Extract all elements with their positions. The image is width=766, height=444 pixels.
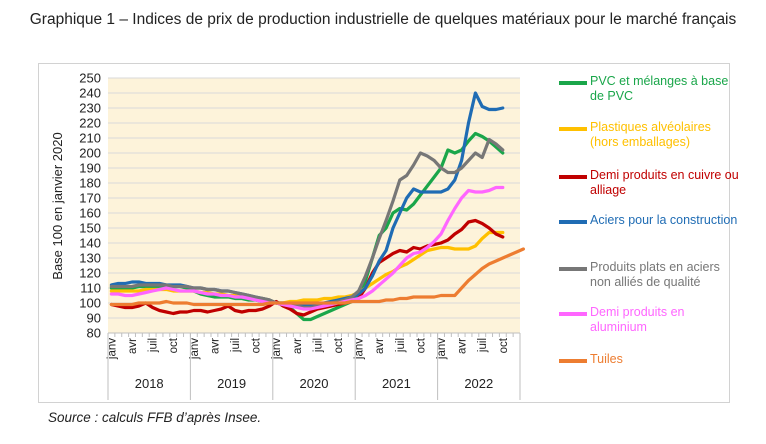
legend-label: Demi produits en aluminium bbox=[590, 305, 685, 334]
x-tick-label: janv bbox=[354, 338, 366, 360]
x-tick-label: oct bbox=[168, 337, 180, 353]
x-tick-label: juil bbox=[477, 338, 489, 353]
y-axis-ticks: 8090100110120130140150160170180190200210… bbox=[79, 71, 101, 341]
legend-swatch bbox=[559, 359, 587, 363]
x-tick-label: janv bbox=[436, 338, 448, 360]
y-tick-label: 120 bbox=[79, 266, 101, 281]
x-tick-label: janv bbox=[189, 338, 201, 360]
legend-swatch bbox=[559, 127, 587, 131]
x-tick-label: avr bbox=[209, 338, 221, 354]
y-tick-label: 210 bbox=[79, 131, 101, 146]
y-tick-label: 140 bbox=[79, 236, 101, 251]
x-tick-label: avr bbox=[127, 338, 139, 354]
year-label: 2018 bbox=[135, 376, 164, 391]
legend-label: PVC et mélanges à base de PVC bbox=[590, 74, 729, 103]
legend-label: Aciers pour la construction bbox=[590, 213, 738, 227]
legend-label: Produits plats en aciers non alliés de q… bbox=[590, 260, 720, 289]
y-tick-label: 200 bbox=[79, 146, 101, 161]
chart-frame bbox=[38, 63, 730, 403]
x-tick-label: juil bbox=[395, 338, 407, 353]
legend-swatch bbox=[559, 175, 587, 179]
y-axis-label: Base 100 en janvier 2020 bbox=[50, 132, 65, 279]
series-lines bbox=[109, 91, 526, 322]
y-tick-label: 250 bbox=[79, 71, 101, 86]
legend-label: Demi produits en cuivre ou alliage bbox=[590, 168, 739, 197]
year-label: 2019 bbox=[217, 376, 246, 391]
x-tick-label: oct bbox=[251, 337, 263, 353]
x-tick-label: juil bbox=[312, 338, 324, 353]
series-line-3 bbox=[109, 218, 505, 317]
legend-swatch bbox=[559, 312, 587, 316]
y-tick-label: 130 bbox=[79, 251, 101, 266]
year-label: 2020 bbox=[300, 376, 329, 391]
legend-label: Plastiques alvéolaires (hors emballages) bbox=[590, 120, 711, 149]
year-label: 2021 bbox=[382, 376, 411, 391]
y-tick-label: 100 bbox=[79, 296, 101, 311]
series-line-6 bbox=[109, 185, 505, 311]
x-tick-label: oct bbox=[498, 337, 510, 353]
y-tick-label: 240 bbox=[79, 86, 101, 101]
x-tick-label: janv bbox=[271, 338, 283, 360]
y-tick-label: 160 bbox=[79, 206, 101, 221]
x-tick-label: oct bbox=[333, 337, 345, 353]
x-tick-label: avr bbox=[457, 338, 469, 354]
source-note: Source : calculs FFB d’après Insee. bbox=[48, 410, 262, 425]
x-tick-label: avr bbox=[292, 338, 304, 354]
year-label: 2022 bbox=[464, 376, 493, 391]
series-line-7 bbox=[109, 247, 526, 307]
x-tick-label: juil bbox=[148, 338, 160, 353]
gridlines bbox=[108, 77, 520, 334]
legend-label: Tuiles bbox=[590, 352, 623, 366]
y-tick-label: 80 bbox=[87, 326, 101, 341]
legend-swatch bbox=[559, 81, 587, 85]
y-tick-label: 220 bbox=[79, 116, 101, 131]
legend-swatch bbox=[559, 220, 587, 224]
x-tick-label: oct bbox=[415, 337, 427, 353]
x-tick-label: avr bbox=[374, 338, 386, 354]
y-tick-label: 170 bbox=[79, 191, 101, 206]
chart-title: Graphique 1 – Indices de prix de product… bbox=[29, 11, 737, 28]
y-tick-label: 180 bbox=[79, 176, 101, 191]
x-tick-label: juil bbox=[230, 338, 242, 353]
legend-swatch bbox=[559, 267, 587, 271]
y-tick-label: 190 bbox=[79, 161, 101, 176]
x-tick-label: janv bbox=[106, 338, 118, 360]
y-tick-label: 110 bbox=[80, 281, 101, 296]
y-tick-label: 150 bbox=[79, 221, 101, 236]
y-tick-label: 230 bbox=[79, 101, 101, 116]
y-tick-label: 90 bbox=[87, 311, 101, 326]
